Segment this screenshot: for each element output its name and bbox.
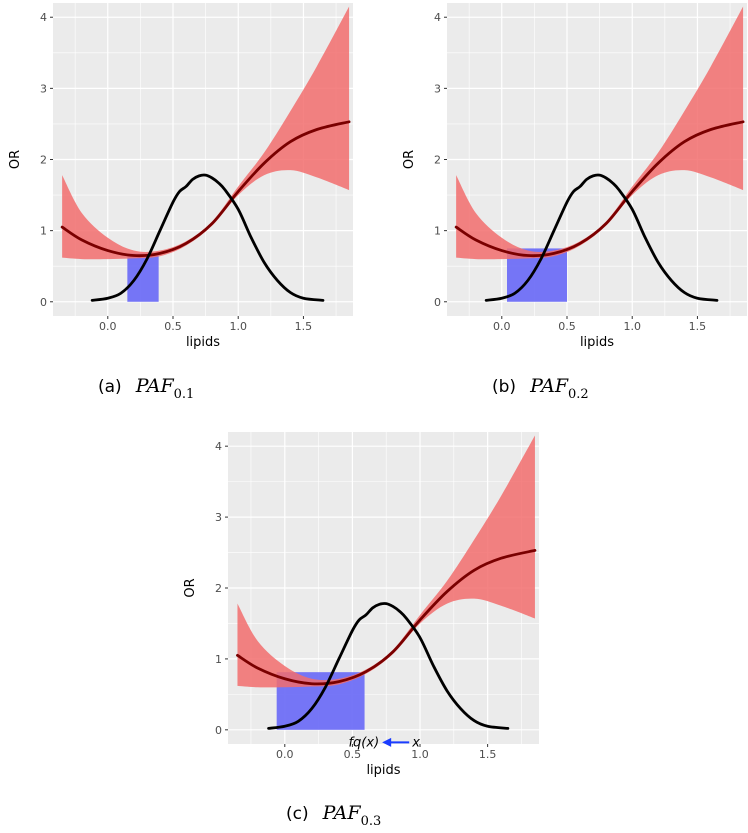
caption-letter: (b)	[492, 377, 516, 397]
caption-subscript: 0.2	[568, 387, 589, 402]
y-tick-label: 1	[215, 653, 222, 666]
x-tick-label: 1.5	[479, 748, 497, 761]
y-tick-label: 4	[434, 11, 441, 24]
y-tick-label: 4	[40, 11, 47, 24]
caption-subscript: 0.3	[361, 814, 382, 829]
y-axis-title: OR	[8, 150, 23, 169]
annotation-fqx-label: fq(x)	[348, 735, 379, 750]
y-tick-label: 2	[40, 154, 47, 167]
x-tick-label: 0.5	[164, 320, 182, 333]
y-tick-label: 3	[434, 82, 441, 95]
y-tick-label: 0	[40, 296, 47, 309]
y-tick-label: 1	[434, 225, 441, 238]
caption-math: PAF	[322, 802, 362, 824]
density-curve	[267, 602, 510, 730]
annotation-x-label: x	[411, 735, 420, 750]
ci-ribbon	[62, 6, 350, 260]
caption-math: PAF	[135, 375, 175, 397]
y-tick-label: 3	[40, 82, 47, 95]
panel-c: 0.0 0.5 1.0 1.5 0 1 2 3 4 lipids OR fq(x) x (c) PAF0.3	[183, 432, 539, 829]
x-tick-label: 1.5	[689, 320, 707, 333]
x-tick-label: 1.0	[411, 748, 429, 761]
density-curve	[484, 173, 719, 302]
x-axis-title: lipids	[580, 335, 614, 350]
panel-caption: (b) PAF0.2	[492, 375, 589, 402]
x-tick-label: 0.0	[493, 320, 511, 333]
x-tick-label: 1.0	[229, 320, 247, 333]
y-tick-label: 0	[434, 296, 441, 309]
y-tick-label: 4	[215, 440, 222, 453]
x-tick-label: 1.5	[295, 320, 313, 333]
x-axis-title: lipids	[186, 335, 220, 350]
panel-caption: (c) PAF0.3	[286, 802, 381, 829]
panel-b: 0.0 0.5 1.0 1.5 0 1 2 3 4 lipids OR (b) PAF0.2	[402, 3, 747, 402]
y-tick-label: 2	[215, 582, 222, 595]
x-tick-label: 0.5	[558, 320, 576, 333]
x-tick-label: 0.0	[99, 320, 117, 333]
caption-subscript: 0.1	[174, 387, 195, 402]
or-curve	[236, 549, 537, 686]
ci-ribbon	[237, 435, 535, 688]
caption-math: PAF	[529, 375, 569, 397]
caption-letter: (a)	[98, 377, 122, 397]
x-tick-label: 0.0	[276, 748, 294, 761]
panel-a: 0.0 0.5 1.0 1.5 0 1 2 3 4 lipids OR (a) PAF0.1	[8, 3, 353, 402]
y-tick-label: 3	[215, 511, 222, 524]
y-tick-label: 0	[215, 724, 222, 737]
x-tick-label: 1.0	[623, 320, 641, 333]
panel-caption: (a) PAF0.1	[98, 375, 194, 402]
x-tick-label: 0.5	[344, 748, 362, 761]
y-tick-label: 1	[40, 225, 47, 238]
y-tick-label: 2	[434, 154, 441, 167]
x-axis-title: lipids	[366, 763, 400, 778]
or-curve	[454, 120, 745, 258]
annotation-arrow-head	[382, 737, 392, 747]
density-curve	[90, 173, 325, 302]
ci-ribbon	[456, 6, 744, 260]
y-axis-title: OR	[402, 150, 417, 169]
or-curve	[60, 120, 351, 258]
caption-letter: (c)	[286, 804, 309, 824]
y-axis-title: OR	[183, 578, 198, 597]
paf-shaded-region	[127, 253, 159, 302]
